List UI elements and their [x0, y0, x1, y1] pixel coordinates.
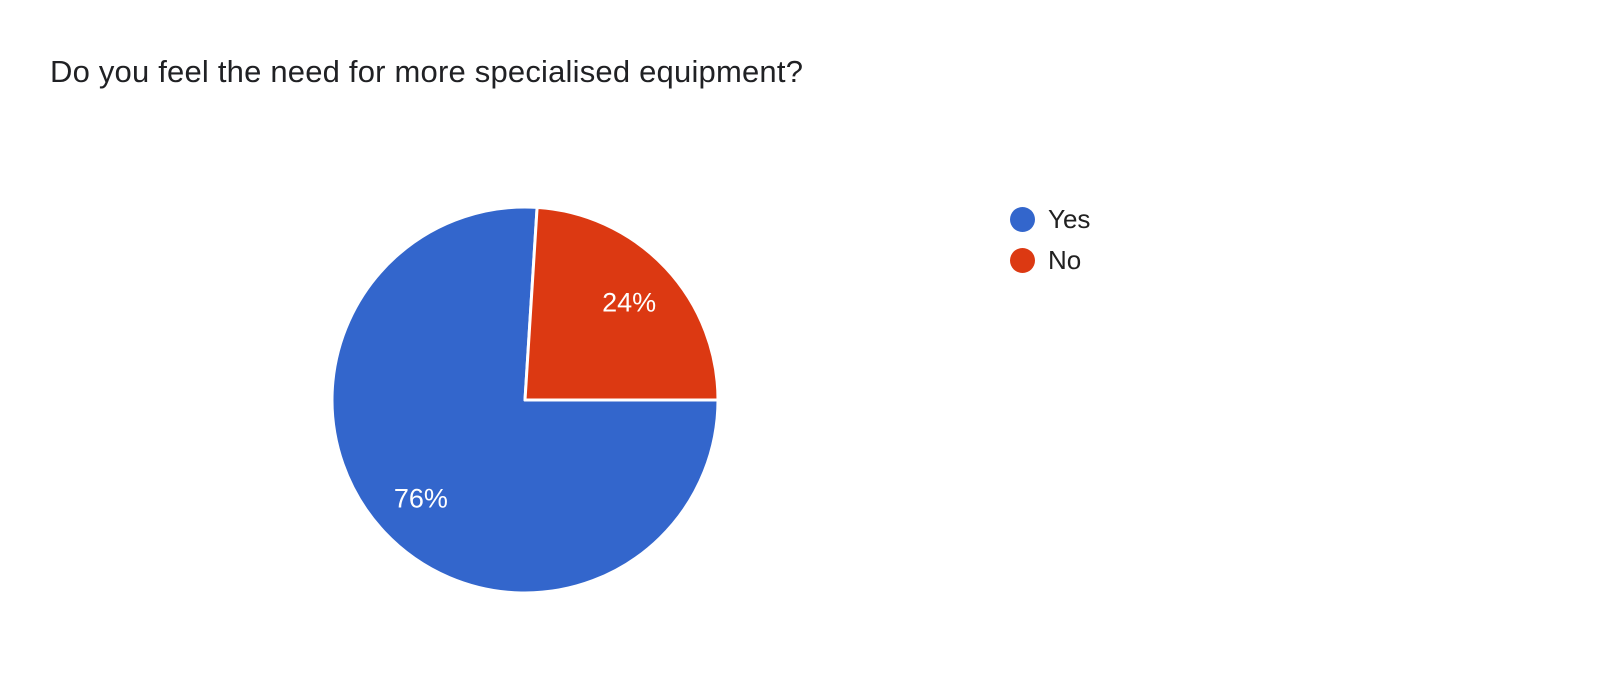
pie-chart-area: 76% 24% [295, 170, 755, 630]
pie-slice-label-yes: 76% [394, 483, 448, 513]
legend-label-no: No [1048, 245, 1082, 275]
legend-swatch-no-icon [1010, 247, 1035, 273]
chart-legend: Yes No [1010, 204, 1090, 286]
pie-slice-no[interactable] [523, 205, 720, 402]
legend-item-yes: Yes [1010, 204, 1090, 234]
legend-swatch-yes-icon [1010, 206, 1035, 232]
legend-label-yes: Yes [1048, 204, 1091, 234]
pie-slice-label-no: 24% [602, 288, 656, 318]
pie-slice-yes[interactable] [330, 205, 720, 595]
pie-chart: 76% 24% [330, 205, 720, 595]
chart-title: Do you feel the need for more specialise… [50, 54, 804, 89]
legend-item-no: No [1010, 245, 1090, 275]
